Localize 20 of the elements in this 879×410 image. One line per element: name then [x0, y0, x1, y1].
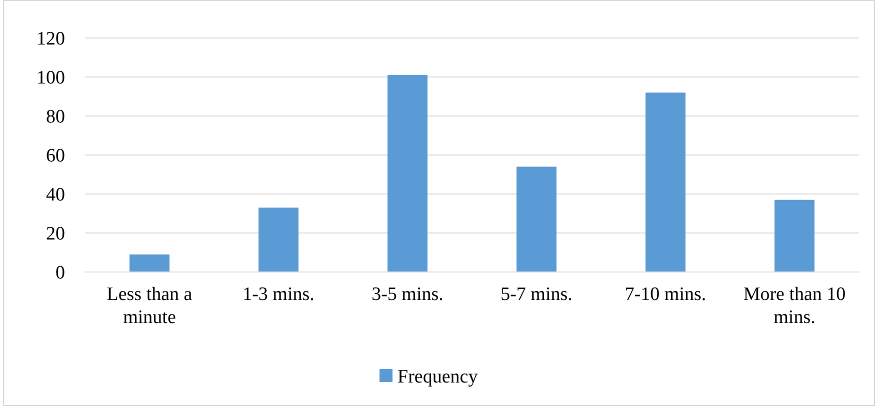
bar: [258, 208, 298, 272]
x-tick-label: 1-3 mins.: [242, 284, 314, 305]
bar: [516, 166, 556, 272]
x-tick-label: 7-10 mins.: [624, 284, 706, 305]
y-tick-label: 80: [46, 106, 65, 128]
bar: [388, 75, 428, 272]
y-tick-label: 40: [46, 184, 65, 206]
y-tick-label: 100: [36, 68, 65, 89]
bar: [646, 92, 686, 272]
bar: [774, 200, 814, 272]
y-tick-label: 0: [56, 262, 65, 284]
x-tick-label: More than 10 mins.: [743, 284, 846, 328]
y-tick-label: 20: [46, 224, 65, 245]
x-tick-label: 3-5 mins.: [372, 284, 444, 305]
bar: [130, 254, 170, 272]
y-tick-label: 120: [36, 28, 65, 50]
x-tick-label: 5-7 mins.: [500, 284, 572, 305]
x-tick-label: Less than a minute: [106, 284, 193, 328]
legend-label: Frequency: [398, 366, 478, 388]
y-tick-label: 60: [46, 146, 65, 167]
